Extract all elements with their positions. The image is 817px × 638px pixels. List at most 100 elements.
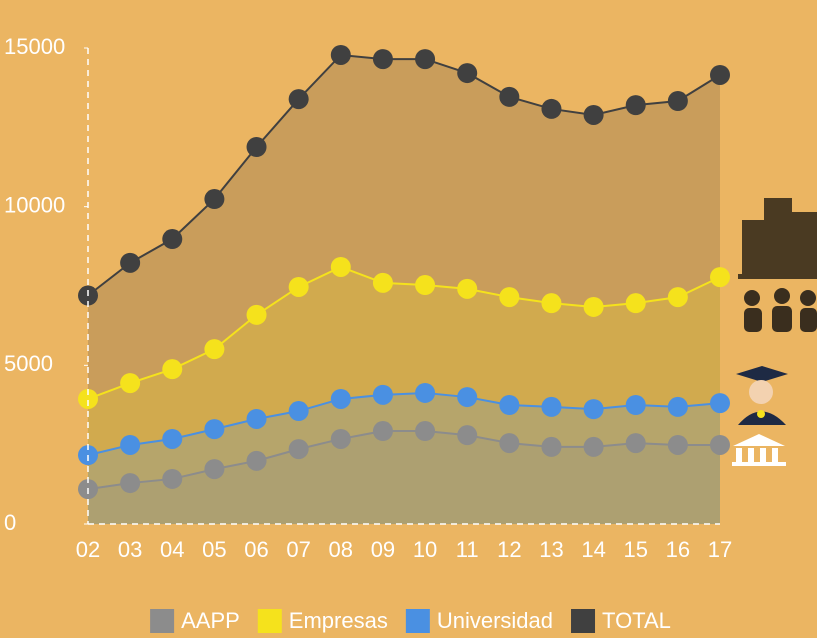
point	[204, 419, 225, 440]
x-tick-label: 15	[623, 537, 647, 562]
x-tick-label: 17	[708, 537, 732, 562]
point	[415, 421, 436, 442]
point	[246, 304, 267, 325]
point	[667, 396, 688, 417]
point	[372, 384, 393, 405]
point	[204, 459, 225, 480]
area	[88, 266, 720, 524]
point	[667, 287, 688, 308]
point	[499, 287, 520, 308]
point	[541, 293, 562, 314]
legend-label: Empresas	[289, 608, 388, 633]
institution-icon	[732, 434, 786, 466]
x-tick-label: 09	[371, 537, 395, 562]
point	[162, 428, 183, 449]
x-tick-label: 04	[160, 537, 184, 562]
point	[625, 293, 646, 314]
point	[415, 275, 436, 296]
point	[457, 63, 478, 84]
graduate-icon	[736, 366, 788, 425]
point	[246, 408, 267, 429]
point	[288, 439, 309, 460]
point	[78, 388, 98, 409]
line	[87, 53, 721, 297]
point	[710, 434, 730, 455]
x-tick-label: 10	[413, 537, 437, 562]
legend-label: TOTAL	[602, 608, 671, 633]
point	[583, 436, 604, 457]
legend-label: Universidad	[437, 608, 553, 633]
legend-swatch	[257, 609, 282, 633]
point	[625, 95, 646, 116]
point	[583, 296, 604, 317]
axes: 0 5000 10000 15000 02 03 04 05 06 07 08 09 10 11 12 13 1…	[4, 34, 732, 562]
x-tick-label: 08	[329, 537, 353, 562]
area	[88, 392, 720, 524]
point	[120, 473, 141, 494]
legend: AAPP Empresas Universidad TOTAL	[150, 608, 671, 633]
line	[87, 430, 720, 491]
point	[457, 278, 478, 299]
point	[499, 86, 520, 107]
point	[246, 450, 267, 471]
point	[372, 421, 393, 442]
line	[87, 265, 721, 400]
legend-label: AAPP	[181, 608, 240, 633]
point	[372, 272, 393, 293]
point	[667, 434, 688, 455]
building-icon	[738, 198, 817, 279]
point	[710, 64, 730, 85]
y-tick-label: 15000	[4, 34, 65, 59]
point	[541, 396, 562, 417]
y-tick-label: 10000	[4, 192, 65, 217]
x-tick-label: 03	[118, 537, 142, 562]
area	[88, 431, 720, 524]
point	[330, 388, 351, 409]
x-tick-label: 02	[76, 537, 100, 562]
point	[372, 49, 393, 70]
point	[710, 267, 730, 288]
point	[120, 434, 141, 455]
y-tick-label: 0	[4, 510, 16, 535]
x-tick-label: 12	[497, 537, 521, 562]
areas	[88, 54, 720, 525]
point	[288, 89, 309, 110]
point	[667, 90, 688, 111]
point	[625, 433, 646, 454]
point	[288, 401, 309, 422]
point	[246, 137, 267, 158]
y-tick-label: 5000	[4, 351, 53, 376]
legend-swatch	[405, 609, 430, 633]
point	[710, 393, 730, 414]
legend-swatch	[571, 609, 596, 633]
x-tick-label: 07	[286, 537, 310, 562]
point	[162, 359, 183, 380]
x-tick-label: 06	[244, 537, 268, 562]
point	[288, 276, 309, 297]
line	[87, 391, 721, 457]
point	[499, 433, 520, 454]
point	[541, 98, 562, 119]
point	[415, 382, 436, 403]
point	[204, 339, 225, 360]
x-tick-label: 11	[456, 537, 479, 562]
point	[457, 425, 478, 446]
point	[625, 395, 646, 415]
x-tick-label: 05	[202, 537, 226, 562]
point	[330, 256, 351, 277]
point	[541, 436, 562, 457]
point	[120, 373, 141, 394]
icons	[732, 198, 817, 466]
legend-swatch	[150, 609, 175, 633]
x-tick-label: 14	[581, 537, 605, 562]
point	[162, 468, 183, 489]
point	[457, 387, 478, 408]
point	[120, 252, 141, 273]
point	[204, 189, 225, 210]
people-icon	[744, 288, 817, 332]
point	[162, 229, 183, 250]
point	[583, 399, 604, 420]
point	[499, 395, 520, 415]
point	[415, 49, 436, 70]
